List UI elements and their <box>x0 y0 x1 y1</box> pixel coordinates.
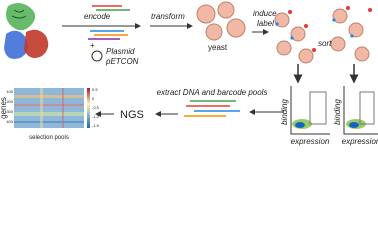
labels-stars <box>288 6 372 52</box>
dna-strands <box>184 100 240 117</box>
step-label: NGS <box>120 109 144 121</box>
axis-label: genes <box>0 97 8 119</box>
tick-label: 300 <box>6 109 13 114</box>
plasmid <box>91 50 103 62</box>
axis-label: binding <box>280 99 289 125</box>
proteins <box>4 3 49 59</box>
tick-label: 0 <box>92 96 95 101</box>
step-label: label <box>257 19 274 28</box>
heatmap: genes selection pools 100 200 300 400 0.… <box>0 87 100 141</box>
step-label: encode <box>84 12 111 21</box>
tick-label: -1.0 <box>92 114 100 119</box>
plasmid-label: pETCON <box>105 57 139 66</box>
step-label: induce <box>253 9 277 18</box>
yeast-cells <box>196 1 246 41</box>
axis-label: expression <box>342 137 378 146</box>
labeled-cells <box>274 8 370 64</box>
label-dots <box>275 18 354 40</box>
axis-label: binding <box>333 99 342 125</box>
axis-label: selection pools <box>29 135 69 141</box>
step-label: transform <box>151 12 185 21</box>
flow-plot: binding expression <box>333 86 378 146</box>
step-label: sort <box>318 39 332 48</box>
tick-label: -0.5 <box>92 105 100 110</box>
step-label: extract DNA and barcode pools <box>157 88 268 97</box>
tick-label: 400 <box>6 119 13 124</box>
cell-label: yeast <box>208 43 228 52</box>
plasmid-label: Plasmid <box>106 47 135 56</box>
dna-strands <box>88 5 130 40</box>
figure: encode + Plasmid pETCON transform yeast … <box>0 1 378 146</box>
tick-label: 200 <box>6 99 13 104</box>
axis-label: expression <box>291 137 330 146</box>
flow-plot: binding expression <box>280 86 330 146</box>
tick-label: 100 <box>6 89 13 94</box>
tick-label: -1.5 <box>92 123 100 128</box>
plus: + <box>90 41 95 50</box>
tick-label: 0.5 <box>92 87 98 92</box>
